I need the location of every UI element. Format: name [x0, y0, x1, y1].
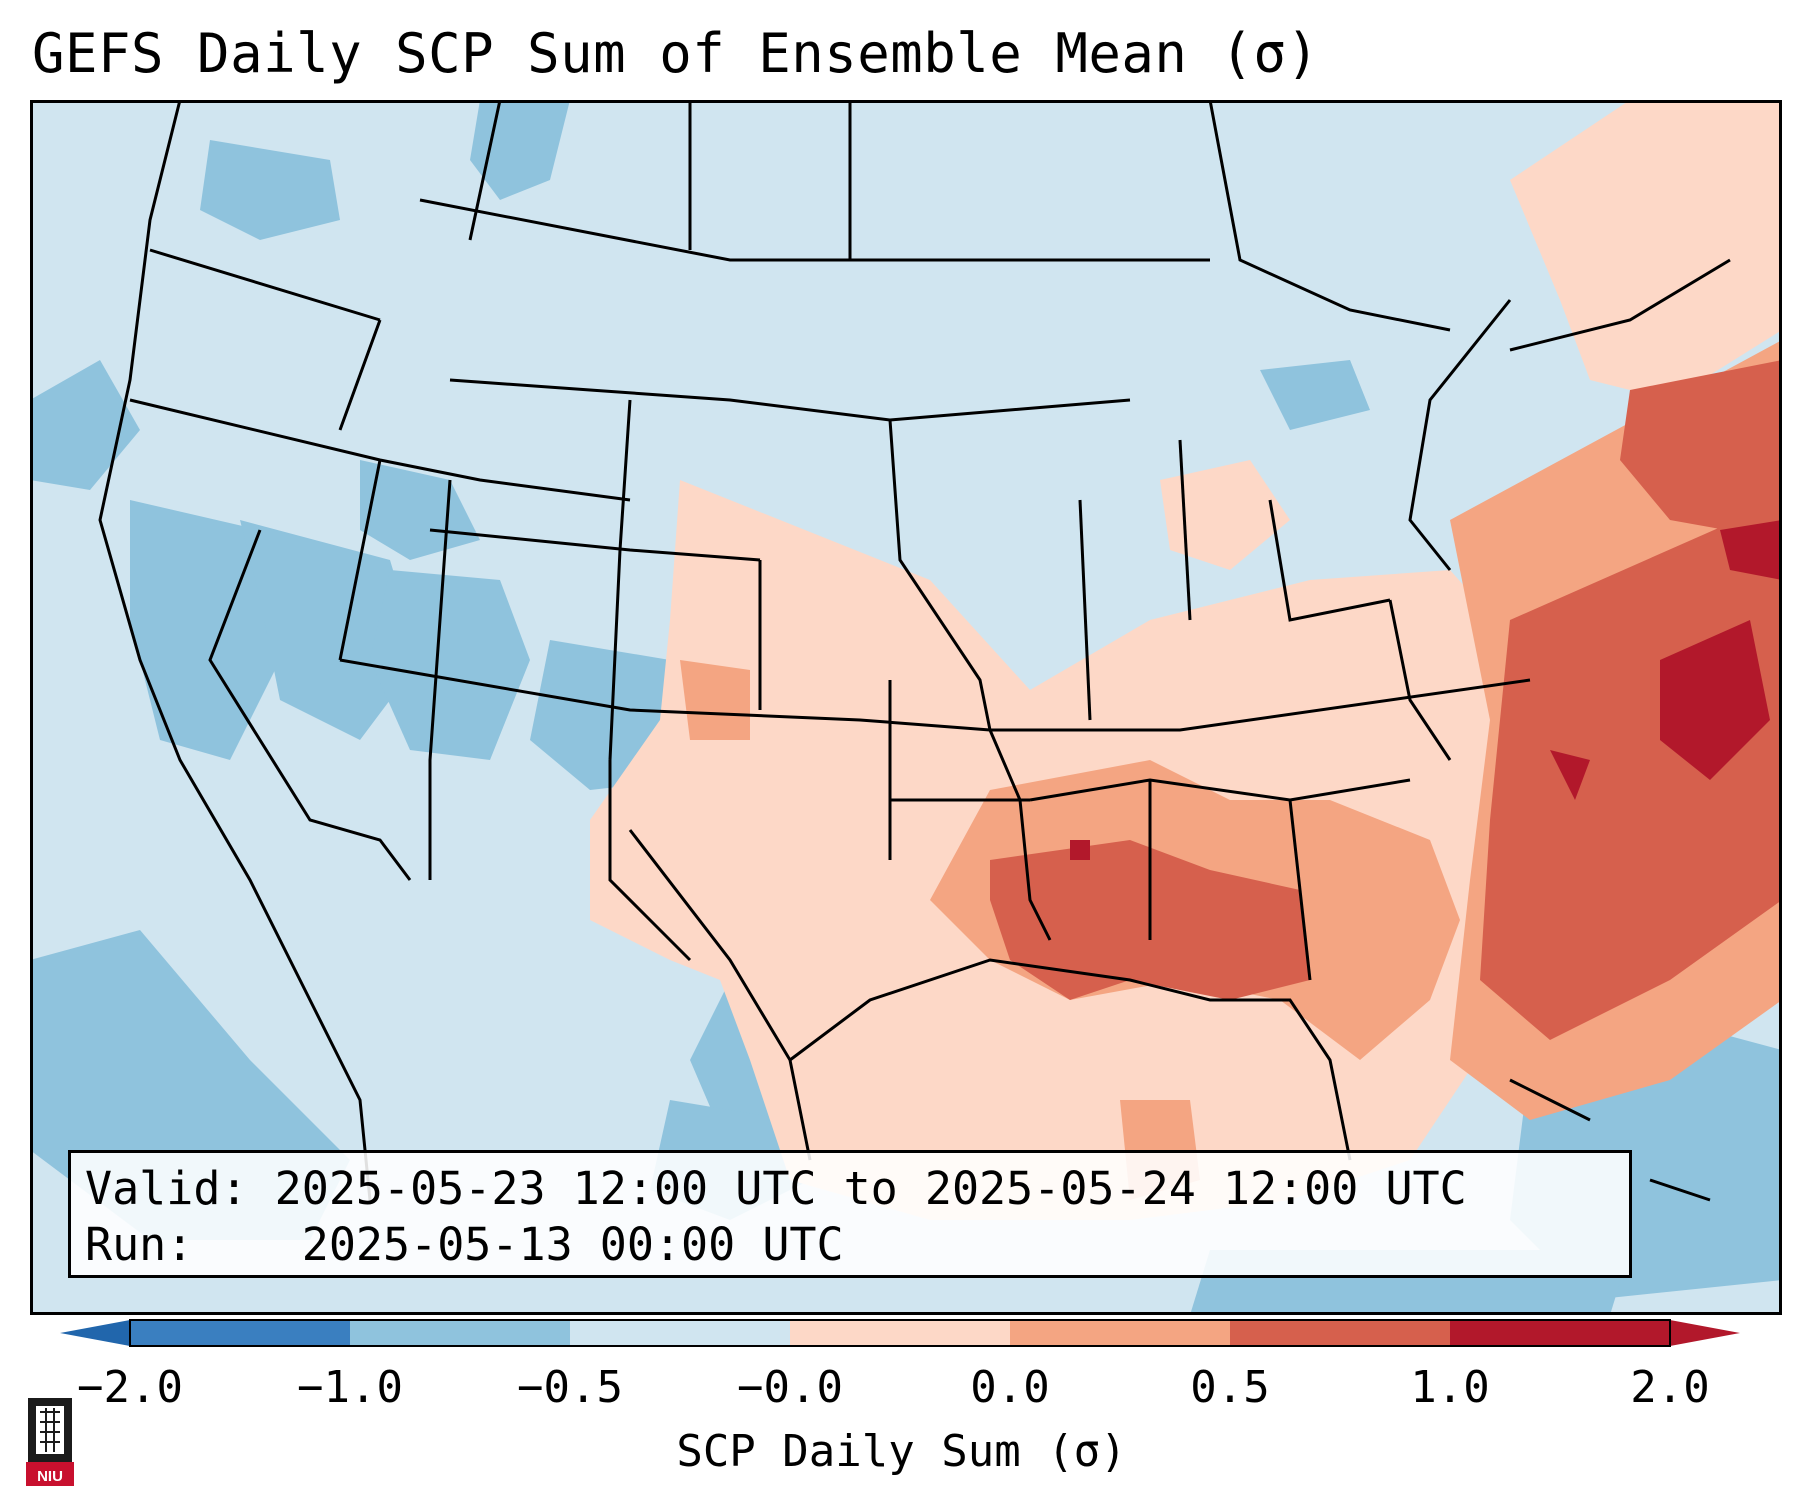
logo-text: NIU	[37, 1468, 63, 1485]
colorbar-segment	[570, 1320, 791, 1346]
colorbar-segments	[130, 1320, 1671, 1346]
colorbar-segment	[1230, 1320, 1451, 1346]
boundary-lines	[98, 100, 1731, 1201]
map-title: GEFS Daily SCP Sum of Ensemble Mean (σ)	[32, 22, 1320, 85]
colorbar-tick-label: −1.0	[297, 1362, 403, 1413]
colorbar-tick-label: 2.0	[1630, 1362, 1710, 1413]
colorbar-tick-label: 1.0	[1410, 1362, 1490, 1413]
colorbar-tick-label: −0.5	[517, 1362, 623, 1413]
colorbar-tick-label: −0.0	[737, 1362, 843, 1413]
map-border	[30, 100, 1782, 1315]
colorbar	[60, 1319, 1740, 1347]
island-outlines	[1509, 1078, 1711, 1202]
colorbar-segment	[1450, 1320, 1671, 1346]
colorbar-segment	[790, 1320, 1011, 1346]
valid-line: Valid: 2025-05-23 12:00 UTC to 2025-05-2…	[85, 1161, 1615, 1217]
valid-value: 2025-05-23 12:00 UTC to 2025-05-24 12:00…	[274, 1162, 1467, 1215]
colorbar-segment	[130, 1320, 351, 1346]
valid-label: Valid:	[85, 1162, 248, 1215]
run-line: Run: 2025-05-13 00:00 UTC	[85, 1217, 1615, 1273]
colorbar-tick-label: −2.0	[77, 1362, 183, 1413]
colorbar-tick-label: 0.0	[970, 1362, 1050, 1413]
run-label: Run:	[85, 1218, 194, 1271]
colorbar-extend-high	[1670, 1320, 1740, 1346]
niu-logo: NIU	[26, 1398, 74, 1486]
colorbar-segment	[350, 1320, 571, 1346]
run-value: 2025-05-13 00:00 UTC	[301, 1218, 844, 1271]
positive-extreme-regions	[1070, 520, 1782, 860]
valid-run-info-box: Valid: 2025-05-23 12:00 UTC to 2025-05-2…	[68, 1150, 1632, 1278]
colorbar-outline	[129, 1319, 1671, 1347]
colorbar-extend-low	[60, 1320, 130, 1346]
colorbar-segment	[1010, 1320, 1231, 1346]
colorbar-label: SCP Daily Sum (σ)	[676, 1426, 1127, 1477]
map-panel	[30, 100, 1782, 1315]
colorbar-tick-label: 0.5	[1190, 1362, 1270, 1413]
